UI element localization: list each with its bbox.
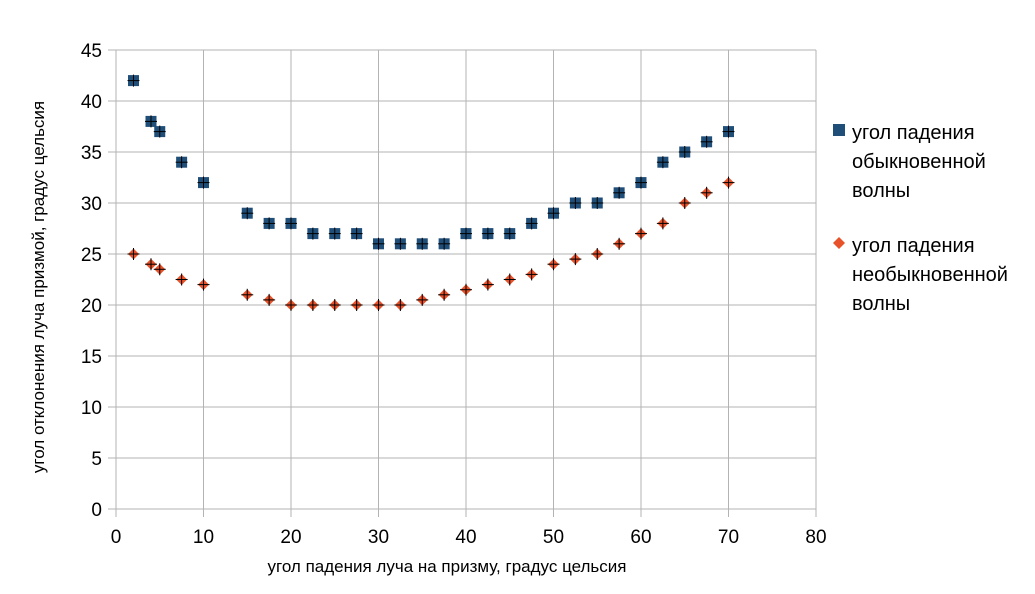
x-tick-label: 60 bbox=[630, 527, 651, 548]
series-1 bbox=[127, 74, 735, 250]
y-tick-label: 0 bbox=[91, 500, 102, 521]
legend-diamond-marker bbox=[833, 237, 845, 249]
y-tick-label: 45 bbox=[81, 41, 102, 62]
x-tick-label: 70 bbox=[718, 527, 739, 548]
legend-label: обыкновенной bbox=[852, 151, 986, 173]
legend-label: необыкновенной bbox=[852, 264, 1008, 286]
legend-label: волны bbox=[852, 293, 910, 315]
legend-square-marker bbox=[833, 124, 845, 136]
y-tick-label: 20 bbox=[81, 296, 102, 317]
series-2 bbox=[127, 176, 735, 311]
x-tick-label: 20 bbox=[280, 527, 301, 548]
x-tick-label: 50 bbox=[543, 527, 564, 548]
legend-label: угол падения bbox=[852, 122, 975, 144]
x-tick-label: 80 bbox=[805, 527, 826, 548]
y-tick-label: 30 bbox=[81, 194, 102, 215]
x-tick-label: 30 bbox=[368, 527, 389, 548]
x-axis-label: угол падения луча на призму, градус цель… bbox=[268, 557, 627, 576]
tick-labels: 0 5 10 15 20 25 30 35 40 45 0 10 20 30 40 50 60 70 80 bbox=[81, 41, 827, 548]
y-tick-label: 10 bbox=[81, 398, 102, 419]
axes bbox=[108, 49, 817, 517]
grid bbox=[115, 49, 817, 510]
y-tick-label: 5 bbox=[91, 449, 102, 470]
y-axis-label: угол отклонения луча призмой, градус цел… bbox=[29, 101, 48, 473]
x-tick-label: 40 bbox=[455, 527, 476, 548]
y-tick-label: 35 bbox=[81, 143, 102, 164]
legend-label: волны bbox=[852, 180, 910, 202]
legend-entry-1: угол падения обыкновенной волны bbox=[833, 122, 986, 202]
x-tick-label: 0 bbox=[111, 527, 122, 548]
legend-entry-2: угол падения необыкновенной волны bbox=[833, 235, 1008, 315]
y-tick-label: 40 bbox=[81, 92, 102, 113]
y-tick-label: 15 bbox=[81, 347, 102, 368]
y-tick-label: 25 bbox=[81, 245, 102, 266]
data-series bbox=[127, 74, 735, 311]
legend-label: угол падения bbox=[852, 235, 975, 257]
x-tick-label: 10 bbox=[193, 527, 214, 548]
